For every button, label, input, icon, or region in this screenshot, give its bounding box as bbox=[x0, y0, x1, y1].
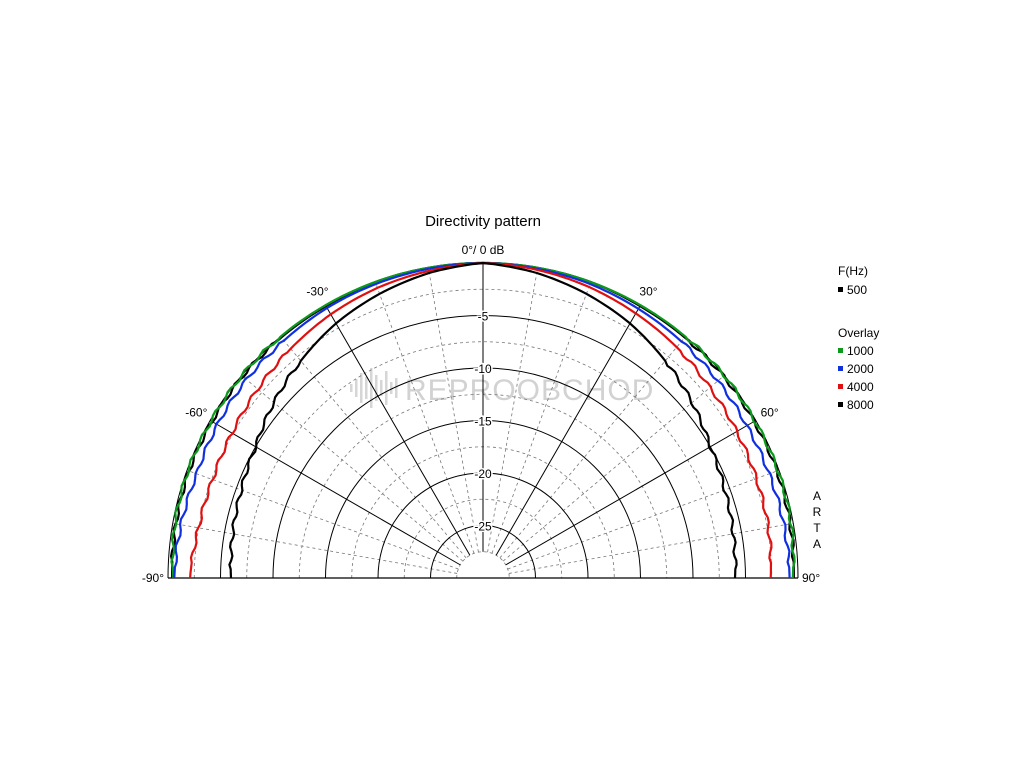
minor-ring-gridline bbox=[403, 498, 563, 579]
watermark-logo-bar bbox=[355, 379, 358, 397]
minor-radial-gridline bbox=[508, 522, 794, 574]
major-radial-gridline bbox=[495, 304, 641, 556]
major-ring-gridline bbox=[430, 525, 536, 579]
legend-swatch-8000 bbox=[838, 402, 843, 407]
theta-tick-label: 60° bbox=[761, 406, 779, 420]
watermark-logo-bar bbox=[390, 382, 393, 394]
major-ring-gridline bbox=[377, 472, 589, 579]
minor-ring-gridline bbox=[246, 341, 720, 579]
minor-radial-gridline bbox=[499, 336, 686, 559]
theta-tick-label: -90° bbox=[142, 571, 164, 585]
side-label-letter: A bbox=[813, 489, 821, 503]
center-label: 0°/ 0 dB bbox=[462, 243, 505, 257]
radial-tick-label: -5 bbox=[478, 310, 489, 324]
legend-label: 8000 bbox=[847, 398, 874, 412]
watermark-logo-bar bbox=[360, 373, 363, 403]
radial-tick-label: -10 bbox=[474, 362, 492, 376]
minor-radial-gridline bbox=[374, 281, 475, 554]
watermark-logo-bar bbox=[385, 371, 388, 405]
watermark-logo-bar bbox=[375, 375, 378, 401]
radial-tick-label: -20 bbox=[474, 467, 492, 481]
series-lines bbox=[170, 261, 796, 579]
legend: F(Hz) 500 Overlay 1000 2000 4000 8000 bbox=[838, 264, 879, 412]
radial-tick-label: -15 bbox=[474, 415, 492, 429]
theta-tick-label: 30° bbox=[639, 284, 657, 298]
minor-radial-gridline bbox=[502, 375, 725, 562]
watermark-logo-bar bbox=[395, 378, 398, 398]
legend-header: F(Hz) bbox=[838, 264, 868, 278]
minor-radial-gridline bbox=[507, 469, 780, 570]
minor-radial-gridline bbox=[241, 375, 464, 562]
chart-title: Directivity pattern bbox=[425, 213, 541, 230]
theta-tick-label: 90° bbox=[802, 571, 820, 585]
radial-tick-label: -25 bbox=[474, 520, 492, 534]
watermark-logo-bar bbox=[380, 380, 383, 396]
legend-overlay-header: Overlay bbox=[838, 326, 879, 340]
side-label-letter: R bbox=[813, 505, 822, 519]
minor-radial-gridline bbox=[491, 281, 592, 554]
side-label-letter: T bbox=[813, 521, 821, 535]
major-radial-gridline bbox=[209, 420, 461, 566]
major-radial-gridline bbox=[325, 304, 471, 556]
theta-tick-label: -60° bbox=[185, 406, 207, 420]
legend-label: 500 bbox=[847, 283, 867, 297]
minor-ring-gridline bbox=[193, 288, 773, 579]
minor-radial-gridline bbox=[172, 522, 458, 574]
legend-label: 2000 bbox=[847, 362, 874, 376]
major-ring-gridline bbox=[325, 420, 641, 579]
watermark: REPROOBCHOD bbox=[350, 368, 654, 408]
legend-label: 1000 bbox=[847, 344, 874, 358]
minor-radial-gridline bbox=[427, 267, 479, 553]
legend-swatch-500 bbox=[838, 287, 843, 292]
legend-swatch-1000 bbox=[838, 348, 843, 353]
watermark-logo-bar bbox=[370, 368, 373, 408]
series-line-8000 bbox=[228, 261, 738, 579]
legend-swatch-2000 bbox=[838, 366, 843, 371]
major-ring-gridline bbox=[272, 367, 694, 579]
tick-labels: -90° -60° -30° 30° 60° 90° -5 -10 -15 -20 -25 bbox=[142, 284, 821, 585]
minor-radial-gridline bbox=[487, 267, 539, 553]
watermark-text: REPROOBCHOD bbox=[405, 374, 654, 407]
theta-tick-label: -30° bbox=[306, 284, 328, 298]
legend-label: 4000 bbox=[847, 380, 874, 394]
watermark-logo-bar bbox=[350, 384, 353, 392]
watermark-logo-bar bbox=[365, 377, 368, 399]
minor-radial-gridline bbox=[280, 336, 467, 559]
major-radial-gridline bbox=[505, 420, 757, 566]
minor-radial-gridline bbox=[186, 469, 459, 570]
legend-swatch-4000 bbox=[838, 384, 843, 389]
side-label-letter: A bbox=[813, 537, 821, 551]
